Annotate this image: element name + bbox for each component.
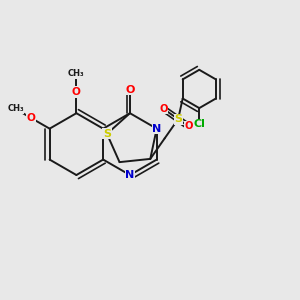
Text: N: N (152, 124, 161, 134)
Text: O: O (159, 104, 168, 114)
Text: CH₃: CH₃ (7, 104, 24, 113)
Text: N: N (125, 170, 135, 180)
Text: O: O (72, 87, 81, 97)
Text: S: S (174, 114, 182, 124)
Text: O: O (125, 85, 135, 94)
Text: O: O (27, 113, 36, 123)
Text: O: O (184, 121, 193, 131)
Text: CH₃: CH₃ (68, 69, 85, 78)
Text: Cl: Cl (193, 119, 205, 129)
Text: S: S (103, 129, 111, 139)
